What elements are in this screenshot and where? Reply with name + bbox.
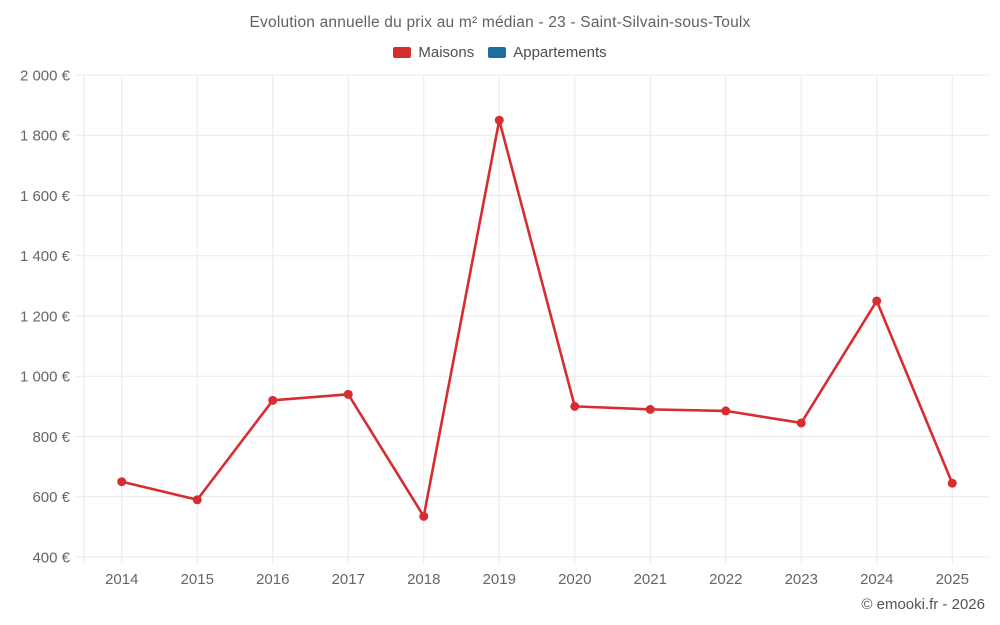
svg-text:2 000 €: 2 000 € bbox=[20, 67, 71, 84]
data-point-maisons-2020[interactable] bbox=[570, 401, 580, 411]
legend-label-appartements: Appartements bbox=[513, 44, 607, 61]
svg-text:2023: 2023 bbox=[785, 571, 818, 588]
svg-text:2015: 2015 bbox=[181, 571, 214, 588]
svg-text:2017: 2017 bbox=[332, 571, 365, 588]
data-point-maisons-2016[interactable] bbox=[268, 395, 278, 405]
data-point-maisons-2015[interactable] bbox=[192, 495, 202, 505]
svg-text:1 800 €: 1 800 € bbox=[20, 128, 71, 145]
data-point-maisons-2017[interactable] bbox=[343, 389, 353, 399]
svg-text:2020: 2020 bbox=[558, 571, 591, 588]
data-point-maisons-2021[interactable] bbox=[645, 404, 655, 414]
svg-text:1 000 €: 1 000 € bbox=[20, 369, 71, 386]
legend-item-appartements[interactable]: Appartements bbox=[488, 44, 607, 61]
data-point-maisons-2018[interactable] bbox=[419, 511, 429, 521]
series-points-maisons[interactable] bbox=[117, 115, 957, 521]
svg-text:2022: 2022 bbox=[709, 571, 742, 588]
chart-legend: Maisons Appartements bbox=[0, 44, 1000, 61]
chart-title: Evolution annuelle du prix au m² médian … bbox=[249, 14, 751, 31]
legend-item-maisons[interactable]: Maisons bbox=[393, 44, 474, 61]
y-axis-tick-labels: 400 € 600 € 800 € 1 000 € 1 200 € 1 400 € 1 60… bbox=[20, 67, 71, 566]
svg-text:800 €: 800 € bbox=[32, 429, 70, 446]
svg-text:2019: 2019 bbox=[483, 571, 516, 588]
svg-text:2024: 2024 bbox=[860, 571, 893, 588]
copyright-watermark: © emooki.fr - 2026 bbox=[861, 596, 985, 613]
x-axis-tick-labels: 2014 2015 2016 2017 2018 2019 2020 2021 2022 2023… bbox=[105, 571, 969, 588]
data-point-maisons-2024[interactable] bbox=[872, 296, 882, 306]
data-point-maisons-2022[interactable] bbox=[721, 406, 731, 416]
svg-text:1 400 €: 1 400 € bbox=[20, 248, 71, 265]
svg-text:2016: 2016 bbox=[256, 571, 289, 588]
data-point-maisons-2023[interactable] bbox=[796, 418, 806, 428]
svg-text:400 €: 400 € bbox=[32, 549, 70, 566]
svg-text:2018: 2018 bbox=[407, 571, 440, 588]
svg-text:600 €: 600 € bbox=[32, 489, 70, 506]
svg-text:2014: 2014 bbox=[105, 571, 138, 588]
svg-text:1 200 €: 1 200 € bbox=[20, 308, 71, 325]
svg-text:2021: 2021 bbox=[634, 571, 667, 588]
svg-text:2025: 2025 bbox=[936, 571, 969, 588]
gridlines bbox=[76, 74, 990, 564]
maisons-swatch-icon bbox=[393, 47, 412, 58]
svg-text:1 600 €: 1 600 € bbox=[20, 188, 71, 205]
data-point-maisons-2025[interactable] bbox=[947, 478, 957, 488]
series-line-maisons bbox=[120, 118, 954, 518]
data-point-maisons-2019[interactable] bbox=[494, 115, 504, 125]
appartements-swatch-icon bbox=[488, 47, 507, 58]
legend-label-maisons: Maisons bbox=[418, 44, 475, 61]
data-point-maisons-2014[interactable] bbox=[117, 477, 127, 487]
